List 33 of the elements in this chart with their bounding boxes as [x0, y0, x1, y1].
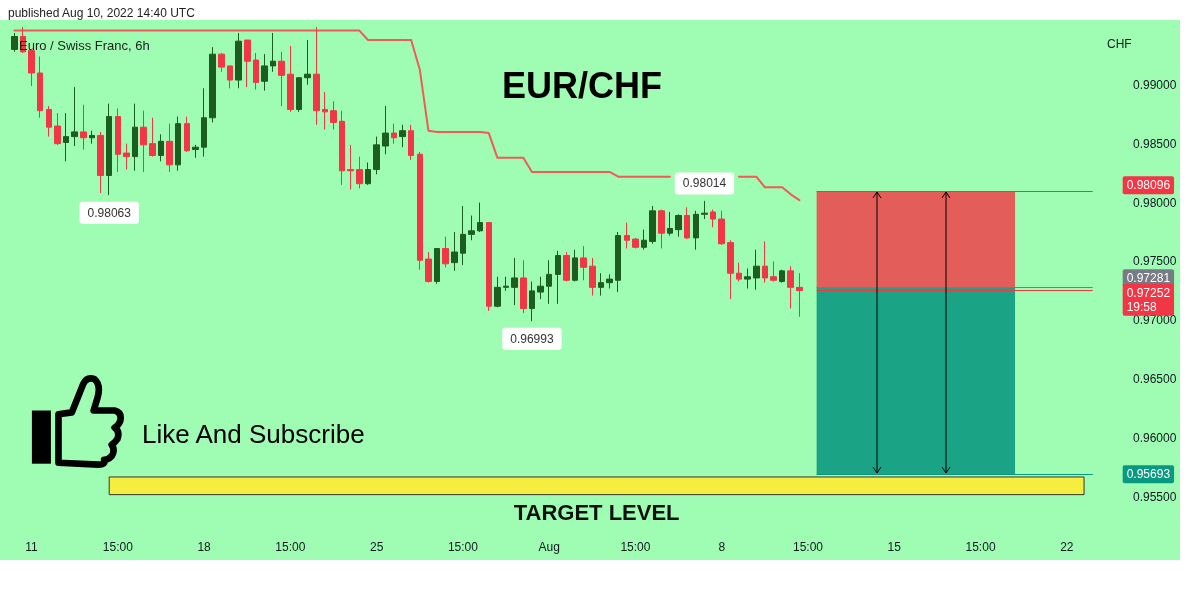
y-tick-label: 0.99000: [1133, 77, 1177, 92]
y-tick-label: 0.98000: [1133, 195, 1177, 210]
ref-line-label: 0.97281: [1126, 271, 1171, 286]
ref-line-label: 0.95693: [1126, 467, 1171, 482]
ref-line-label: 0.97252 19:58: [1126, 285, 1171, 314]
x-tick-label: Aug: [538, 540, 560, 554]
x-tick-label: 22: [1060, 540, 1074, 554]
x-tick-label: 15:00: [275, 540, 306, 554]
x-tick-label: 15:00: [620, 540, 651, 554]
y-tick-label: 0.98500: [1133, 136, 1177, 151]
text: 0.98014: [682, 176, 727, 191]
x-tick-label: 15: [887, 540, 902, 554]
text: 0.96993: [510, 331, 554, 346]
x-tick-label: 15:00: [102, 540, 134, 554]
y-axis-title: CHF: [1107, 37, 1132, 51]
text: EUR/CHF: [502, 64, 662, 106]
y-tick-label: 0.97500: [1133, 254, 1177, 269]
x-tick-label: 15:00: [965, 540, 996, 554]
x-tick-label: 25: [369, 540, 384, 554]
x-tick-label: 8: [718, 540, 726, 554]
ref-line-label: 0.98096: [1126, 178, 1171, 193]
y-tick-label: 0.96000: [1133, 431, 1177, 446]
band-label: TARGET LEVEL: [513, 499, 680, 525]
text: published Aug 10, 2022 14:40 UTC: [8, 6, 195, 20]
x-tick-label: 18: [197, 540, 212, 554]
text: 0.98063: [87, 205, 131, 220]
x-tick-label: 15:00: [792, 540, 824, 554]
annotation: Like And Subscribe: [142, 419, 365, 450]
y-tick-label: 0.96500: [1133, 372, 1177, 387]
y-tick-label: 0.95500: [1133, 490, 1177, 504]
y-tick-label: 0.97000: [1133, 313, 1177, 328]
x-tick-label: 15:00: [447, 540, 479, 554]
x-tick-label: 11: [25, 540, 39, 554]
